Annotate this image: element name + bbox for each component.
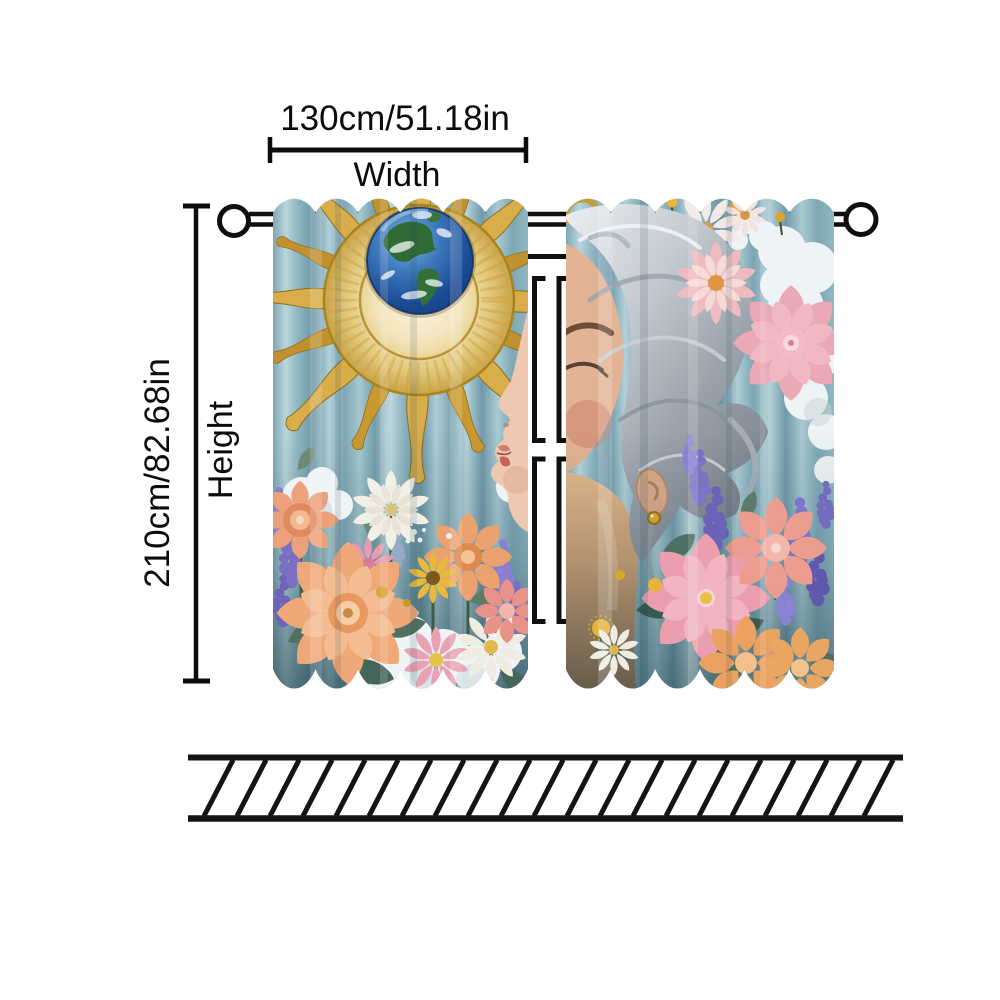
rod-finial-left	[217, 204, 251, 238]
curtain-panel-right	[565, 198, 835, 689]
woman-profile-graphic	[491, 310, 528, 532]
fold-highlights-left	[310, 198, 462, 689]
flower-bed-right	[588, 241, 835, 689]
floor-hatch-bar	[188, 754, 903, 822]
woman-face	[566, 244, 624, 472]
sun-earth-motif	[273, 198, 528, 484]
height-dimension-label: Height	[202, 400, 240, 500]
width-dimension-label: Width	[353, 156, 441, 194]
fold-highlights-right	[598, 198, 766, 689]
width-dimension-value: 130cm/51.18in	[280, 99, 510, 138]
flower-bed-left	[273, 443, 528, 689]
height-dimension-value: 210cm/82.68in	[138, 358, 177, 588]
curtain-panel-left	[273, 198, 528, 689]
earth-globe	[366, 207, 474, 315]
width-measure-line	[267, 137, 529, 163]
height-measure-line	[183, 203, 210, 684]
rod-finial-right	[843, 202, 879, 237]
